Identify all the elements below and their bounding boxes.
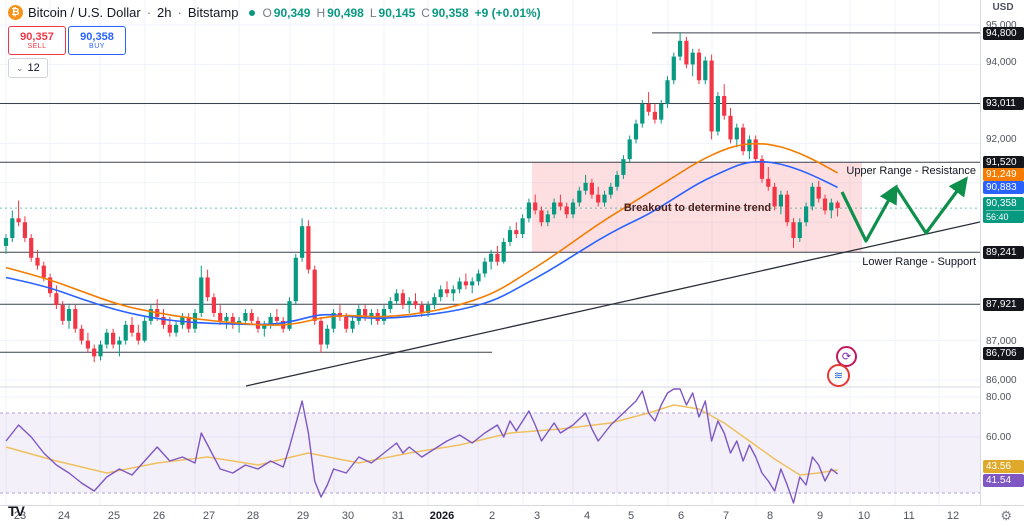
trade-buttons: 90,357 SELL 90,358 BUY: [8, 26, 126, 55]
time-axis-tick: 5: [627, 510, 635, 522]
close-label: C: [421, 5, 430, 20]
buy-button[interactable]: 90,358 BUY: [68, 26, 126, 55]
price-axis-label: 86,000: [986, 374, 1017, 386]
time-axis-tick: 12: [946, 510, 960, 522]
tradingview-logo[interactable]: TV: [8, 503, 25, 519]
time-axis-tick: 10: [857, 510, 871, 522]
sell-button[interactable]: 90,357 SELL: [8, 26, 66, 55]
price-axis-label: 91,249: [983, 167, 1024, 181]
price-axis-label: 91,520: [983, 155, 1024, 169]
gear-icon[interactable]: ⚙: [1000, 508, 1012, 523]
time-axis-tick: 25: [107, 510, 121, 522]
reaction-wave-icon[interactable]: ≋: [827, 364, 850, 387]
chevron-down-icon: ⌄: [16, 62, 24, 73]
interval-label[interactable]: 2h: [157, 5, 172, 20]
price-axis-label: 89,241: [983, 245, 1024, 259]
sell-price: 90,357: [20, 30, 54, 43]
price-chart-canvas[interactable]: [0, 0, 980, 505]
price-axis-label: 41.54: [983, 473, 1024, 487]
reaction-swirl-icon[interactable]: ⟳: [836, 346, 857, 367]
time-axis-tick: 24: [57, 510, 71, 522]
price-axis-label: 90,883: [983, 180, 1024, 194]
currency-label: USD: [992, 2, 1014, 13]
price-axis-label: 93,011: [983, 96, 1024, 110]
price-axis-label: 87,000: [986, 335, 1017, 347]
open-label: O: [262, 5, 272, 20]
bitcoin-icon: ₿: [8, 5, 23, 20]
sell-label: SELL: [27, 42, 47, 50]
time-axis-tick: 30: [341, 510, 355, 522]
time-axis-tick: 3: [533, 510, 541, 522]
high-label: H: [316, 5, 326, 20]
time-axis-tick: 9: [816, 510, 824, 522]
high-value: 90,498: [327, 5, 364, 20]
price-axis-label: 86,706: [983, 346, 1024, 360]
chart-plot-area[interactable]: ₿ Bitcoin / U.S. Dollar · 2h · Bitstamp …: [0, 0, 980, 505]
price-axis-label: 60.00: [986, 431, 1012, 443]
price-axis-label: 90,358 56:40: [983, 197, 1024, 223]
symbol-title[interactable]: Bitcoin / U.S. Dollar: [28, 5, 141, 20]
buy-label: BUY: [89, 42, 105, 50]
price-axis-label: 95,000: [986, 19, 1017, 31]
change-value: +9 (+0.01%): [474, 5, 541, 20]
time-axis-tick: 11: [903, 510, 915, 522]
time-axis-tick: 29: [296, 510, 310, 522]
price-axis-label: 94,800: [983, 26, 1024, 40]
exchange-label[interactable]: Bitstamp: [187, 5, 239, 20]
market-status-icon: [249, 9, 256, 16]
interval-dropdown[interactable]: ⌄ 12: [8, 58, 48, 78]
time-axis[interactable]: 23 24 25 26 27 28 29 30 31 2026 2 3 4 5 6 7 8 9 10 11 12 ⚙: [0, 505, 1024, 526]
time-axis-tick: 2: [488, 510, 496, 522]
time-axis-tick: 28: [246, 510, 260, 522]
symbol-legend[interactable]: ₿ Bitcoin / U.S. Dollar · 2h · Bitstamp …: [8, 5, 541, 20]
price-axis-label: 92,000: [986, 133, 1017, 145]
time-axis-tick: 2026: [429, 510, 455, 522]
time-axis-tick: 31: [391, 510, 405, 522]
upper-range-annotation: Upper Range - Resistance: [846, 165, 976, 177]
price-axis[interactable]: USD 95,000 94,800 94,000 93,011 92,000 91,520…: [980, 0, 1024, 505]
time-axis-tick: 6: [677, 510, 685, 522]
time-axis-tick: 23: [13, 510, 27, 522]
lower-range-annotation: Lower Range - Support: [862, 256, 976, 268]
ohlc-values: O 90,349 H 90,498 L 90,145 C 90,358 +9 (…: [262, 6, 540, 20]
separator: ·: [177, 5, 182, 20]
price-axis-label: 87,921: [983, 297, 1024, 311]
time-axis-tick: 4: [583, 510, 591, 522]
price-axis-label: 94,000: [986, 56, 1017, 68]
separator: ·: [146, 5, 152, 20]
time-axis-tick: 26: [152, 510, 166, 522]
close-value: 90,358: [431, 5, 469, 20]
breakout-annotation: Breakout to determine trend: [623, 202, 772, 214]
interval-dropdown-value: 12: [27, 62, 40, 74]
time-axis-tick: 8: [766, 510, 774, 522]
low-label: L: [369, 5, 377, 20]
time-axis-tick: 7: [722, 510, 730, 522]
price-axis-label: 43.56: [983, 459, 1024, 473]
time-axis-tick: 27: [202, 510, 216, 522]
buy-price: 90,358: [80, 30, 114, 43]
open-value: 90,349: [273, 5, 311, 20]
price-axis-label: 80.00: [986, 391, 1012, 403]
low-value: 90,145: [378, 5, 416, 20]
